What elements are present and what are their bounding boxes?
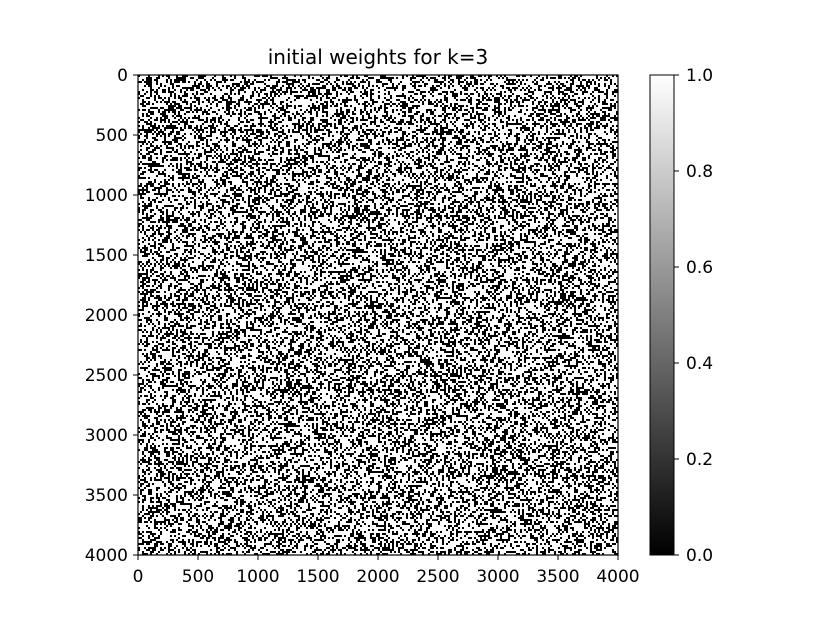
y-tick-label: 4000 bbox=[85, 546, 128, 566]
x-tick-label: 0 bbox=[133, 567, 144, 587]
heatmap-cells bbox=[138, 75, 618, 555]
x-tick-label: 500 bbox=[182, 567, 214, 587]
colorbar-tick-label: 0.4 bbox=[686, 354, 713, 374]
y-tick-label: 0 bbox=[117, 66, 128, 86]
y-tick-label: 2500 bbox=[85, 366, 128, 386]
y-tick-label: 1000 bbox=[85, 186, 128, 206]
y-tick-label: 2000 bbox=[85, 306, 128, 326]
chart-title: initial weights for k=3 bbox=[268, 45, 489, 69]
colorbar-tick-label: 0.2 bbox=[686, 450, 713, 470]
x-tick-label: 3000 bbox=[476, 567, 519, 587]
heatmap-matrix bbox=[138, 75, 618, 555]
colorbar bbox=[649, 74, 675, 556]
colorbar-tick-label: 0.6 bbox=[686, 258, 713, 278]
y-tick-label: 500 bbox=[96, 126, 128, 146]
colorbar-ticks: 0.0 0.2 0.4 0.6 0.8 1.0 bbox=[674, 66, 713, 566]
y-tick-label: 3000 bbox=[85, 426, 128, 446]
x-tick-label: 2000 bbox=[356, 567, 399, 587]
x-tick-label: 1500 bbox=[296, 567, 339, 587]
y-axis: 0 500 1000 1500 2000 2500 3000 3500 4000 bbox=[85, 66, 138, 566]
x-tick-label: 1000 bbox=[236, 567, 279, 587]
y-tick-label: 3500 bbox=[85, 486, 128, 506]
colorbar-tick-label: 1.0 bbox=[686, 66, 713, 86]
x-tick-label: 2500 bbox=[416, 567, 459, 587]
y-tick-label: 1500 bbox=[85, 246, 128, 266]
x-tick-label: 3500 bbox=[536, 567, 579, 587]
colorbar-tick-label: 0.0 bbox=[686, 546, 713, 566]
x-tick-label: 4000 bbox=[596, 567, 639, 587]
x-axis: 0 500 1000 1500 2000 2500 3000 3500 4000 bbox=[133, 555, 640, 587]
colorbar-tick-label: 0.8 bbox=[686, 162, 713, 182]
